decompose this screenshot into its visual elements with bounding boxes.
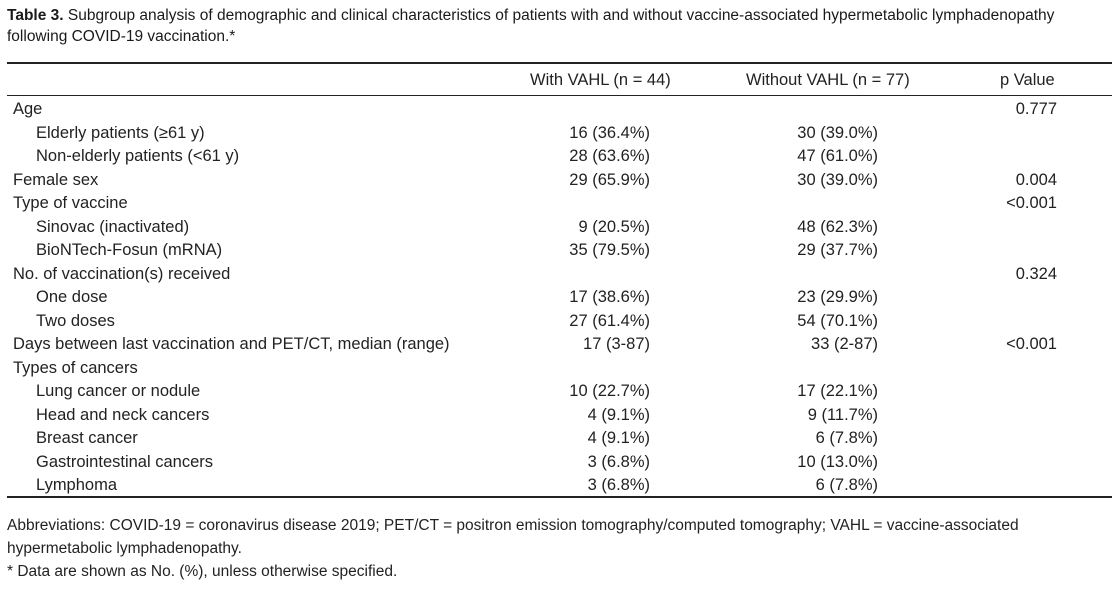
- table-row: Lung cancer or nodule 10 (22.7%) 17 (22.1%…: [0, 380, 1119, 404]
- table-row: Types of cancers: [0, 357, 1119, 381]
- without-vahl-cell: 30 (39.0%): [797, 123, 878, 142]
- column-header-without-vahl: Without VAHL (n = 77): [746, 71, 910, 89]
- row-label: Female sex: [13, 170, 99, 189]
- with-vahl-cell: 10 (22.7%): [569, 382, 650, 400]
- row-label: Days between last vaccination and PET/CT…: [13, 335, 450, 353]
- row-label: No. of vaccination(s) received: [13, 264, 231, 283]
- with-vahl-cell: 28 (63.6%): [569, 147, 650, 165]
- column-header-p-value: p Value: [1000, 71, 1055, 89]
- p-value-cell: 0.777: [1015, 100, 1057, 118]
- table-row: Type of vaccine <0.001: [0, 192, 1119, 216]
- row-label: Sinovac (inactivated): [36, 217, 190, 236]
- row-label: Two doses: [36, 311, 115, 330]
- table-row: Sinovac (inactivated) 9 (20.5%) 48 (62.3%): [0, 216, 1119, 240]
- table-body: Age 0.777 Elderly patients (≥61 y) 16 (36.4…: [0, 98, 1119, 498]
- table-row: No. of vaccination(s) received 0.324: [0, 263, 1119, 287]
- row-label: One dose: [36, 288, 108, 306]
- table-row: Head and neck cancers 4 (9.1%) 9 (11.7%): [0, 404, 1119, 428]
- without-vahl-cell: 29 (37.7%): [797, 241, 878, 259]
- with-vahl-cell: 17 (38.6%): [569, 288, 650, 306]
- abbreviations-note: Abbreviations: COVID-19 = coronavirus di…: [7, 517, 1019, 557]
- with-vahl-cell: 3 (6.8%): [587, 476, 650, 494]
- with-vahl-cell: 4 (9.1%): [587, 405, 650, 424]
- table-row: Gastrointestinal cancers 3 (6.8%) 10 (13.0…: [0, 451, 1119, 475]
- with-vahl-cell: 27 (61.4%): [569, 311, 650, 330]
- row-label: Head and neck cancers: [36, 405, 210, 424]
- row-label: Age: [13, 100, 43, 118]
- p-value-cell: 0.324: [1015, 264, 1057, 283]
- without-vahl-cell: 48 (62.3%): [797, 217, 878, 236]
- table-header-rule: [7, 95, 1112, 96]
- with-vahl-cell: 17 (3-87): [583, 335, 650, 353]
- without-vahl-cell: 33 (2-87): [811, 335, 878, 353]
- with-vahl-cell: 9 (20.5%): [578, 217, 650, 236]
- without-vahl-cell: 6 (7.8%): [815, 429, 878, 447]
- without-vahl-cell: 47 (61.0%): [797, 147, 878, 165]
- row-label: Non-elderly patients (<61 y): [36, 147, 240, 165]
- table-footnotes: Abbreviations: COVID-19 = coronavirus di…: [7, 514, 1113, 583]
- without-vahl-cell: 17 (22.1%): [797, 382, 878, 400]
- column-header-with-vahl: With VAHL (n = 44): [530, 71, 671, 89]
- table-caption: Table 3. Subgroup analysis of demographi…: [7, 5, 1113, 47]
- row-label: Elderly patients (≥61 y): [36, 123, 205, 142]
- row-label: Lung cancer or nodule: [36, 382, 201, 400]
- without-vahl-cell: 9 (11.7%): [807, 405, 878, 424]
- table-row: Elderly patients (≥61 y) 16 (36.4%) 30 (39…: [0, 122, 1119, 146]
- p-value-cell: <0.001: [1006, 194, 1057, 212]
- without-vahl-cell: 54 (70.1%): [797, 311, 878, 330]
- table-row: Age 0.777: [0, 98, 1119, 122]
- table-top-rule: [7, 62, 1112, 64]
- p-value-cell: <0.001: [1006, 335, 1057, 353]
- table-row: Days between last vaccination and PET/CT…: [0, 333, 1119, 357]
- without-vahl-cell: 10 (13.0%): [797, 452, 878, 471]
- with-vahl-cell: 3 (6.8%): [587, 452, 650, 471]
- table-row: Female sex 29 (65.9%) 30 (39.0%) 0.004: [0, 169, 1119, 193]
- with-vahl-cell: 16 (36.4%): [569, 123, 650, 142]
- table-row: BioNTech-Fosun (mRNA) 35 (79.5%) 29 (37.7%…: [0, 239, 1119, 263]
- table-row: Non-elderly patients (<61 y) 28 (63.6%) 47…: [0, 145, 1119, 169]
- row-label: Breast cancer: [36, 429, 138, 447]
- row-label: BioNTech-Fosun (mRNA): [36, 241, 223, 259]
- without-vahl-cell: 23 (29.9%): [797, 288, 878, 306]
- row-label: Lymphoma: [36, 476, 118, 494]
- with-vahl-cell: 4 (9.1%): [587, 429, 650, 447]
- row-label: Gastrointestinal cancers: [36, 452, 213, 471]
- with-vahl-cell: 35 (79.5%): [569, 241, 650, 259]
- data-format-note: * Data are shown as No. (%), unless othe…: [7, 563, 398, 580]
- table-caption-text: Subgroup analysis of demographic and cli…: [7, 7, 1055, 45]
- without-vahl-cell: 30 (39.0%): [797, 170, 878, 189]
- table-label: Table 3.: [7, 7, 64, 24]
- table-row: Lymphoma 3 (6.8%) 6 (7.8%): [0, 474, 1119, 498]
- without-vahl-cell: 6 (7.8%): [815, 476, 878, 494]
- p-value-cell: 0.004: [1015, 170, 1057, 189]
- table-row: One dose 17 (38.6%) 23 (29.9%): [0, 286, 1119, 310]
- table-row: Two doses 27 (61.4%) 54 (70.1%): [0, 310, 1119, 334]
- table-row: Breast cancer 4 (9.1%) 6 (7.8%): [0, 427, 1119, 451]
- row-label: Type of vaccine: [13, 194, 128, 212]
- table-bottom-rule: [7, 496, 1112, 498]
- row-label: Types of cancers: [13, 358, 138, 377]
- with-vahl-cell: 29 (65.9%): [569, 170, 650, 189]
